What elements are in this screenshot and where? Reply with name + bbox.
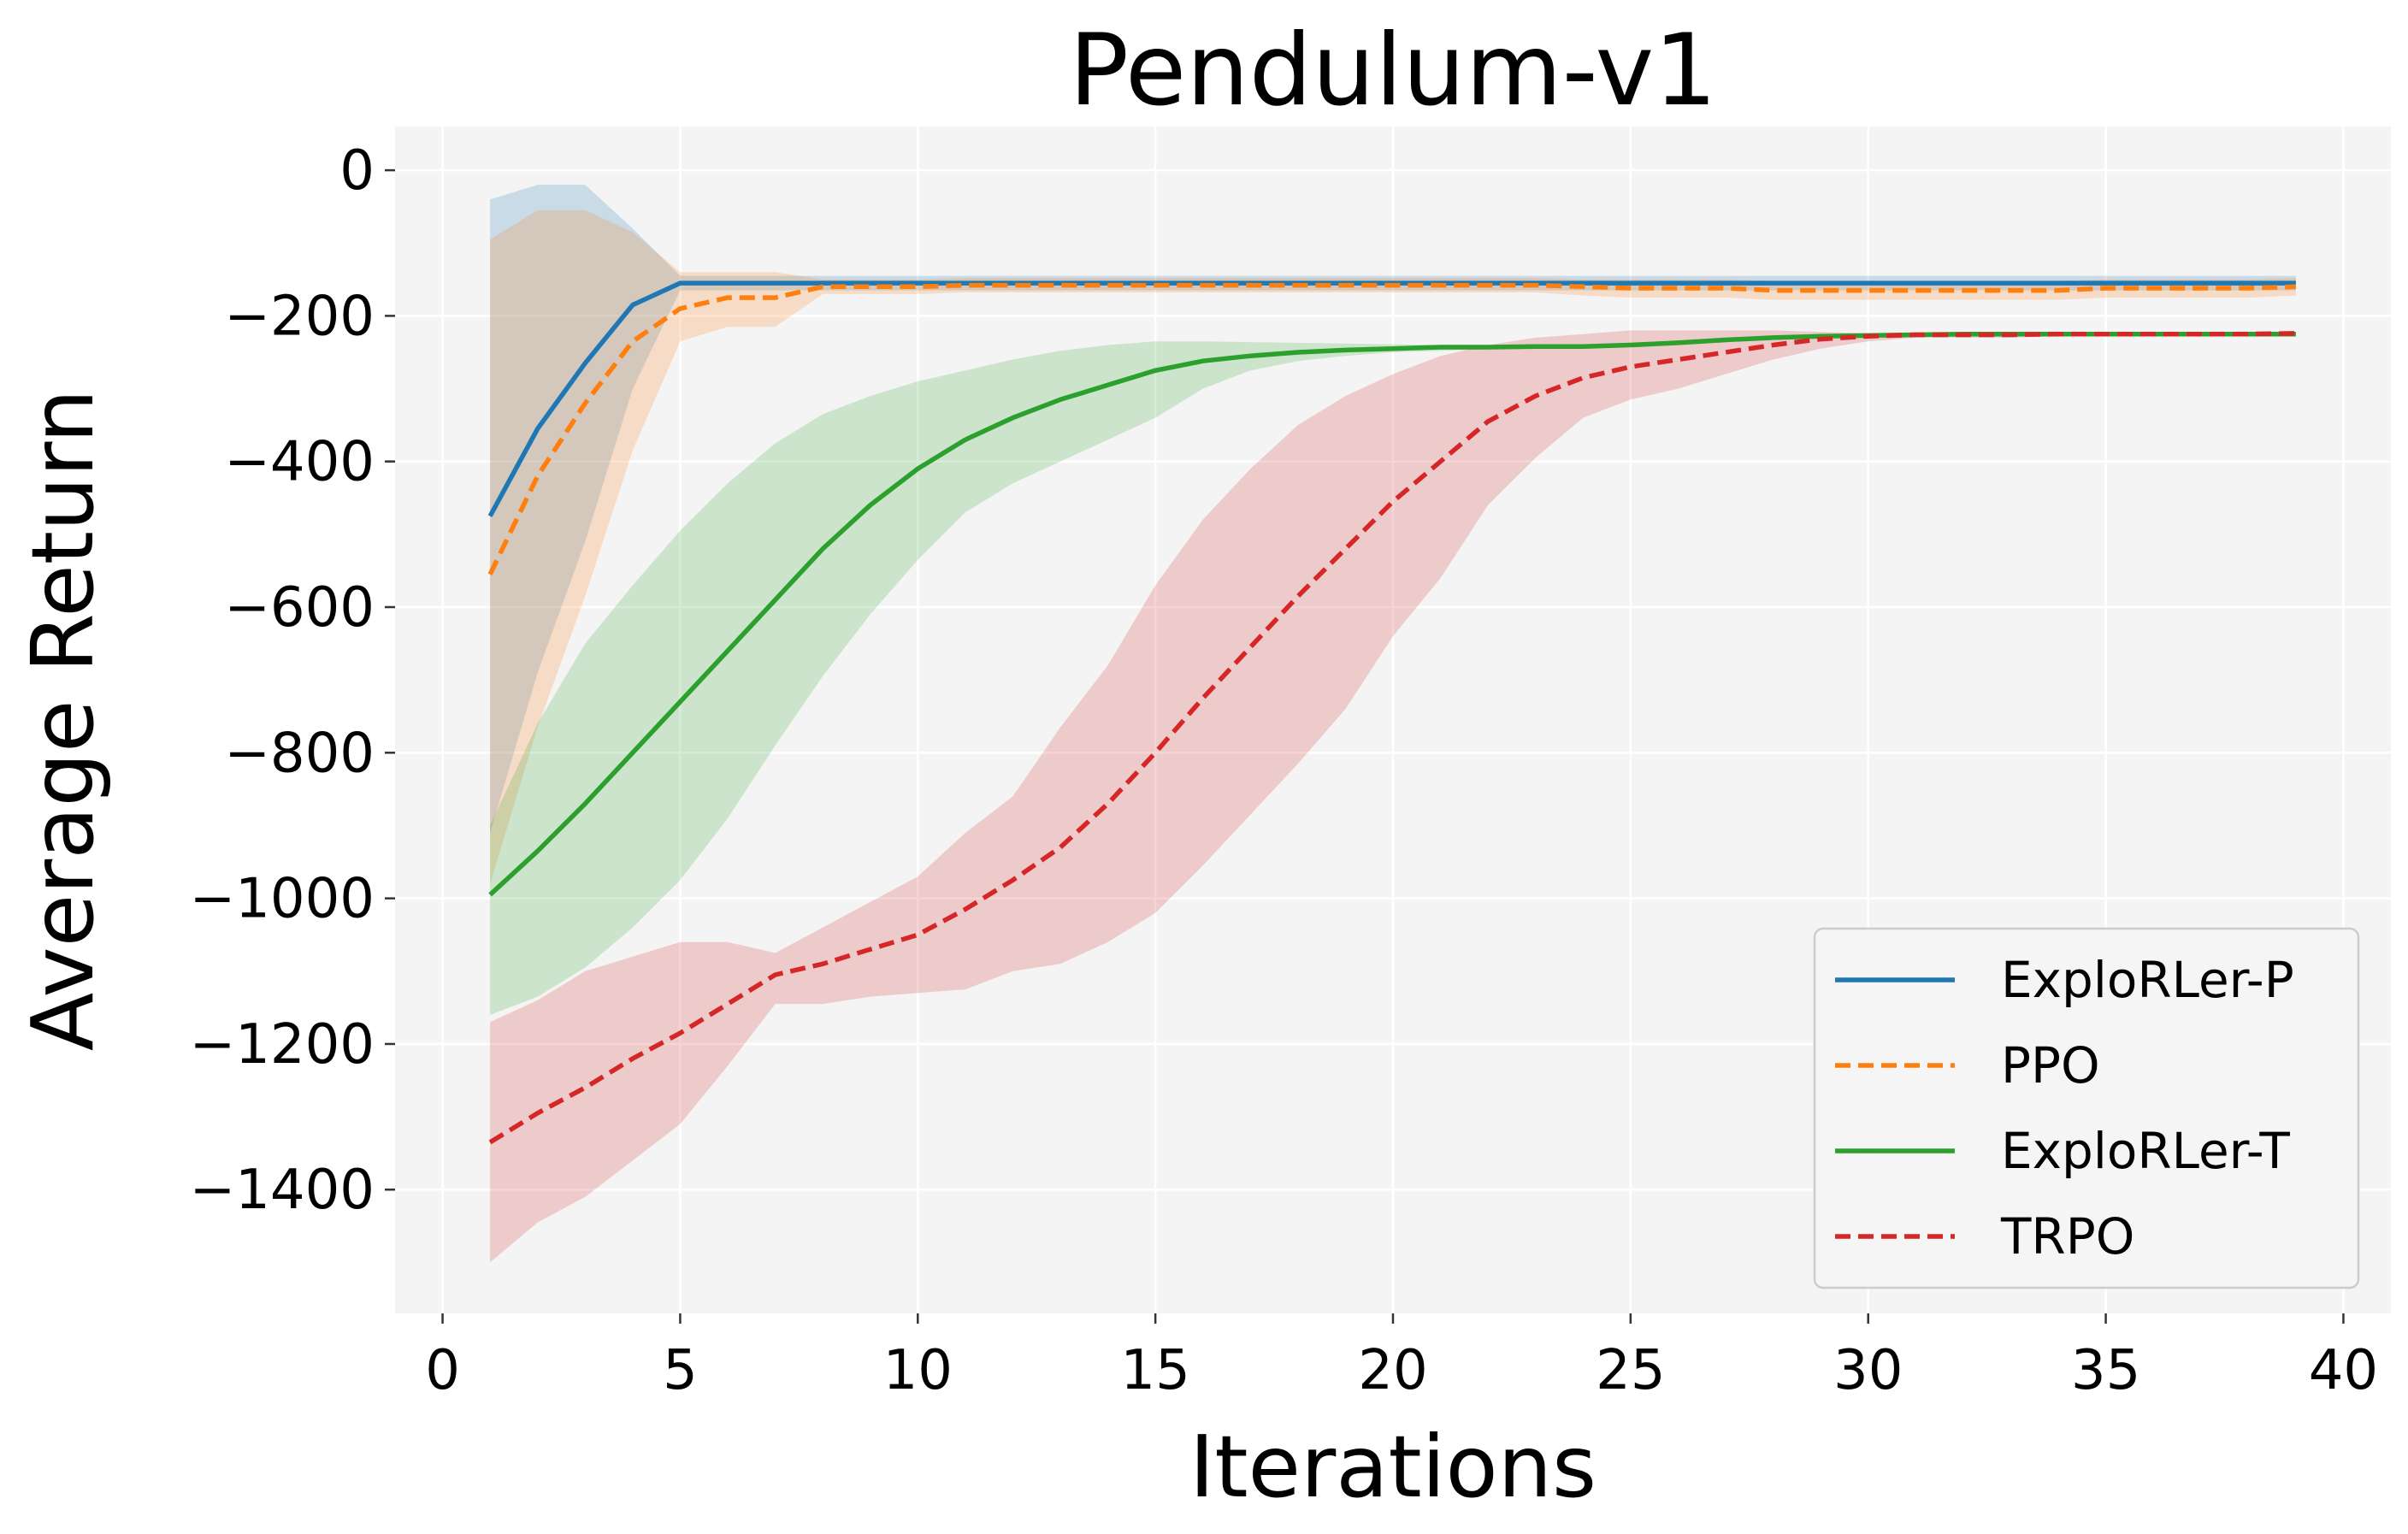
line-ppo [487, 282, 2296, 575]
x-tick-label: 10 [883, 1339, 953, 1402]
axis-ticks: 0 5 10 15 20 25 30 35 40 0 −200 −400 −600 −800 −1000 −1… [190, 139, 2379, 1402]
legend-label: ExploRLer-T [2001, 1122, 2290, 1180]
band-trpo [490, 330, 2296, 1263]
x-tick-label: 0 [425, 1339, 460, 1402]
y-tick-label: −1200 [190, 1013, 375, 1077]
legend: ExploRLer-P PPO ExploRLer-T TRPO [1813, 927, 2360, 1289]
y-tick-label: −1000 [190, 868, 375, 931]
line-explorler-t [488, 331, 2296, 897]
x-axis-title: Iterations [1189, 1417, 1596, 1517]
y-tick-label: −200 [224, 285, 375, 348]
confidence-bands [490, 185, 2296, 1263]
series-lines [487, 280, 2296, 1145]
x-tick-label: 5 [663, 1339, 698, 1402]
legend-label: PPO [2001, 1036, 2100, 1094]
x-tick-label: 30 [1833, 1339, 1903, 1402]
y-tick-label: −600 [224, 576, 375, 640]
y-axis-title: Average Return [13, 389, 113, 1051]
legend-box [1813, 927, 2360, 1289]
y-tick-label: 0 [339, 139, 375, 203]
grid [395, 127, 2391, 1313]
band-ppo [490, 209, 2296, 884]
x-tick-label: 40 [2309, 1339, 2378, 1402]
band-explorler-t [490, 333, 2296, 1015]
chart-title: Pendulum-v1 [1069, 13, 1717, 128]
x-tick-label: 35 [2071, 1339, 2140, 1402]
x-tick-label: 15 [1120, 1339, 1189, 1402]
line-trpo [488, 331, 2296, 1145]
y-tick-label: −800 [224, 722, 375, 785]
y-tick-label: −400 [224, 431, 375, 494]
legend-label: ExploRLer-P [2001, 951, 2294, 1009]
y-tick-label: −1400 [190, 1159, 375, 1222]
x-tick-label: 25 [1596, 1339, 1665, 1402]
x-tick-label: 20 [1358, 1339, 1427, 1402]
legend-label: TRPO [2000, 1207, 2134, 1266]
